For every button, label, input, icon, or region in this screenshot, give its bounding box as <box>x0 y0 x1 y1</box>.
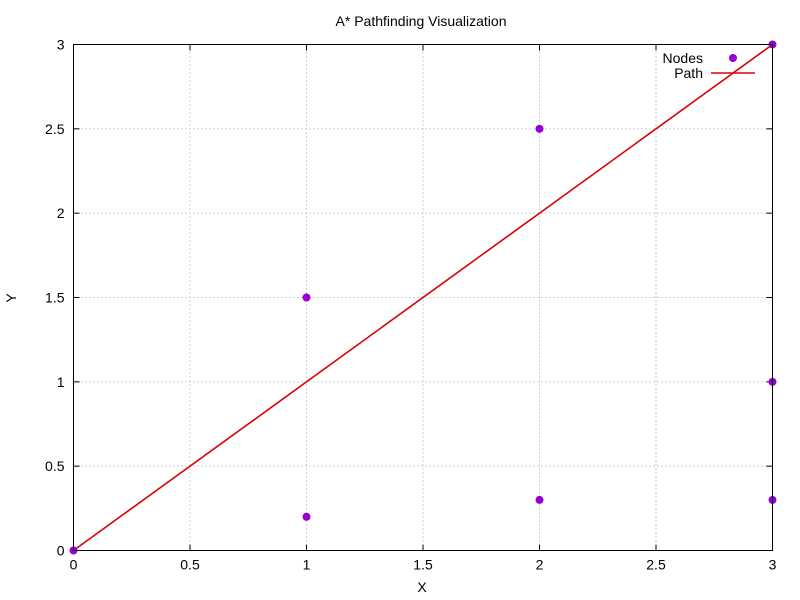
x-tick-label: 0.5 <box>180 557 200 573</box>
x-tick-label: 1 <box>303 557 311 573</box>
x-tick-label: 2 <box>536 557 544 573</box>
y-tick-label: 3 <box>57 37 65 53</box>
node-point <box>302 293 311 302</box>
x-tick-label: 1.5 <box>413 557 433 573</box>
y-axis-label: Y <box>3 293 19 303</box>
y-tick-label: 1 <box>57 374 65 390</box>
legend-label: Nodes <box>663 50 703 66</box>
x-tick-label: 0 <box>70 557 78 573</box>
legend-marker-nodes <box>729 54 737 62</box>
y-tick-label: 2.5 <box>45 121 65 137</box>
chart-title: A* Pathfinding Visualization <box>336 13 507 29</box>
x-tick-label: 3 <box>769 557 777 573</box>
node-point <box>535 495 544 504</box>
plot-frame <box>73 44 773 551</box>
x-axis-label: X <box>417 579 427 595</box>
node-point <box>535 124 544 133</box>
x-tick-label: 2.5 <box>646 557 666 573</box>
y-tick-label: 0 <box>57 543 65 559</box>
legend-label: Path <box>674 65 703 81</box>
y-tick-label: 2 <box>57 205 65 221</box>
path-line <box>73 43 773 552</box>
y-tick-label: 0.5 <box>45 458 65 474</box>
node-point <box>302 512 311 521</box>
axis-ticks: 0 0.5 1 1.5 2 2.5 3 0 0.5 1 1.5 2 2.5 3 <box>45 37 777 573</box>
y-tick-label: 1.5 <box>45 290 65 306</box>
